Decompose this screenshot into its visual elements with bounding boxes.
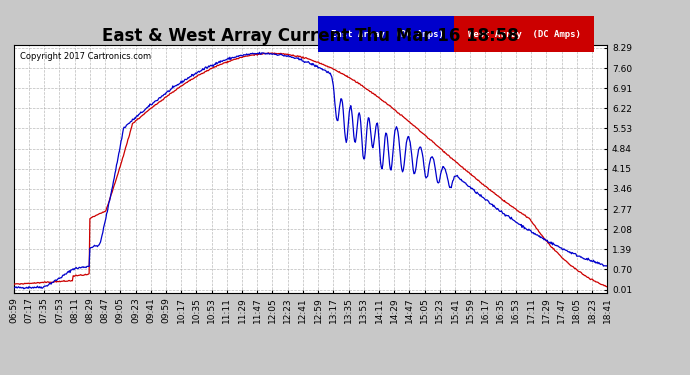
Text: West Array  (DC Amps): West Array (DC Amps): [468, 30, 580, 39]
Text: East Array  (DC Amps): East Array (DC Amps): [331, 30, 444, 39]
Title: East & West Array Current Thu Mar 16 18:58: East & West Array Current Thu Mar 16 18:…: [102, 27, 519, 45]
Text: Copyright 2017 Cartronics.com: Copyright 2017 Cartronics.com: [20, 53, 151, 62]
